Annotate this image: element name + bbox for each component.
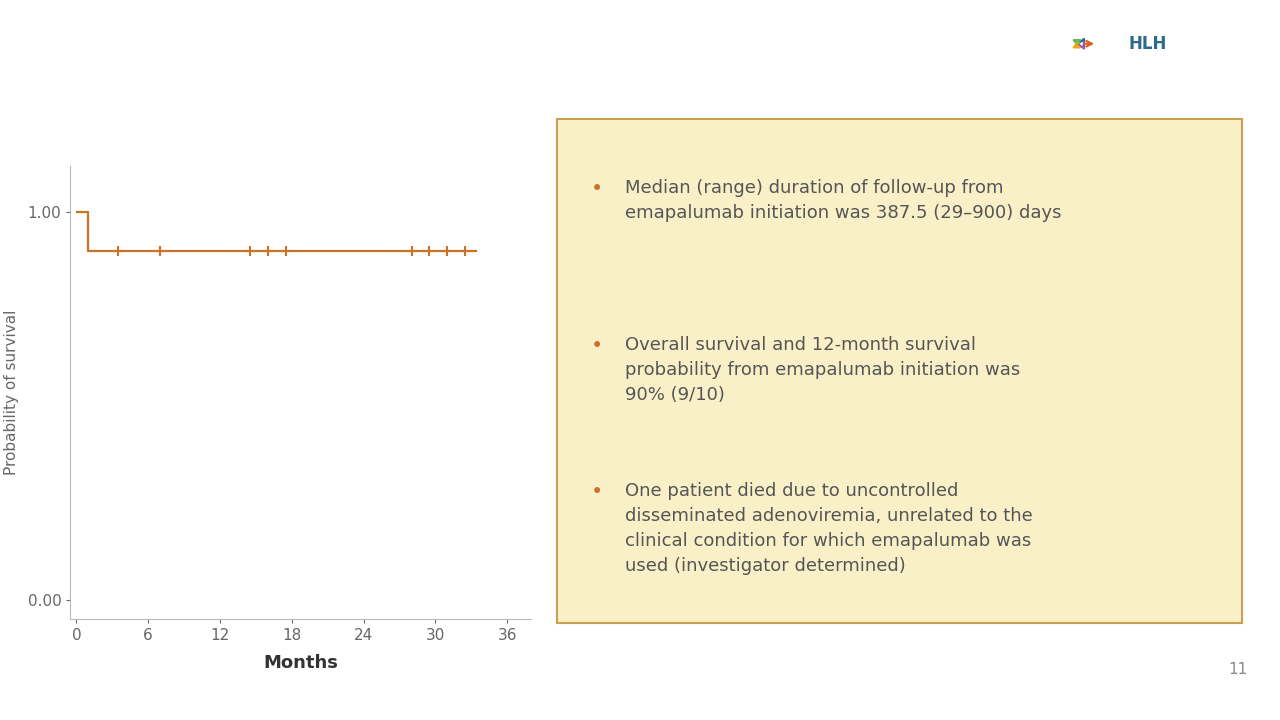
Text: Overall survival and 12-month survival
probability from emapalumab initiation wa: Overall survival and 12-month survival p… (625, 336, 1020, 403)
Text: •: • (591, 482, 603, 502)
Text: 11: 11 (1229, 662, 1248, 677)
Text: Median (range) duration of follow-up from
emapalumab initiation was 387.5 (29–90: Median (range) duration of follow-up fro… (625, 179, 1062, 222)
X-axis label: Months: Months (264, 654, 338, 672)
Y-axis label: Probability of survival: Probability of survival (4, 310, 19, 475)
Text: One patient died due to uncontrolled
disseminated adenoviremia, unrelated to the: One patient died due to uncontrolled dis… (625, 482, 1033, 575)
Text: •: • (591, 336, 603, 356)
Text: REAL-: REAL- (1071, 35, 1126, 53)
Text: •: • (591, 179, 603, 199)
Text: HLH: HLH (1129, 35, 1167, 53)
Text: Overall Survival from Emapalumab Initiation: Overall Survival from Emapalumab Initiat… (32, 42, 868, 75)
FancyBboxPatch shape (557, 119, 1242, 623)
